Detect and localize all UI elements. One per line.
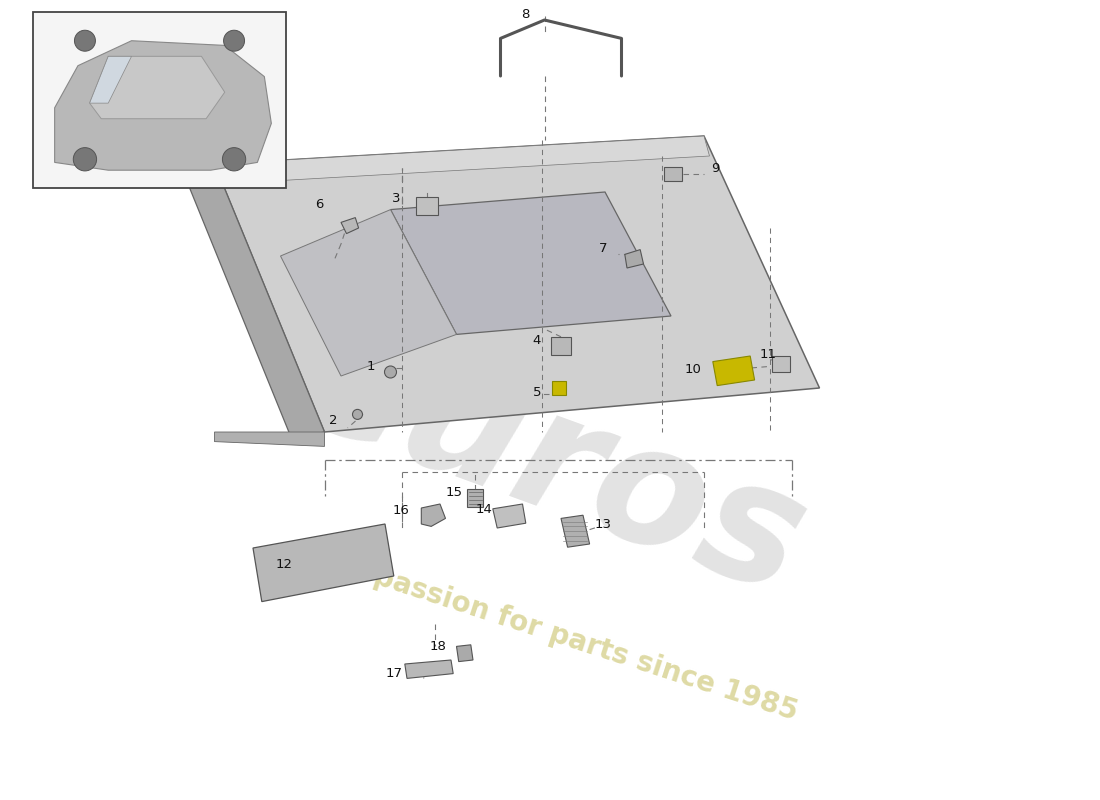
- Polygon shape: [405, 660, 453, 678]
- Text: 6: 6: [315, 198, 323, 210]
- Polygon shape: [182, 164, 324, 438]
- Polygon shape: [713, 356, 755, 386]
- Polygon shape: [214, 432, 324, 446]
- Polygon shape: [390, 192, 671, 334]
- Text: 16: 16: [393, 504, 410, 517]
- Polygon shape: [493, 504, 526, 528]
- Polygon shape: [551, 337, 571, 354]
- Text: 18: 18: [429, 640, 447, 653]
- Polygon shape: [253, 524, 394, 602]
- Text: 12: 12: [275, 558, 293, 570]
- Polygon shape: [664, 167, 682, 182]
- Polygon shape: [341, 218, 359, 234]
- Polygon shape: [280, 210, 456, 376]
- Polygon shape: [214, 136, 820, 432]
- Polygon shape: [772, 356, 790, 372]
- Circle shape: [352, 410, 363, 419]
- Text: 1: 1: [366, 360, 375, 373]
- Polygon shape: [625, 250, 644, 268]
- Text: 9: 9: [711, 162, 719, 174]
- Polygon shape: [561, 515, 590, 547]
- Polygon shape: [416, 198, 438, 215]
- Text: 11: 11: [759, 348, 777, 361]
- Circle shape: [385, 366, 396, 378]
- Polygon shape: [214, 136, 710, 184]
- Polygon shape: [89, 56, 224, 118]
- Text: 10: 10: [684, 363, 702, 376]
- Text: 14: 14: [475, 503, 493, 516]
- Polygon shape: [456, 645, 473, 662]
- Circle shape: [75, 30, 96, 51]
- Polygon shape: [55, 41, 272, 170]
- Circle shape: [74, 148, 97, 171]
- Circle shape: [223, 30, 244, 51]
- Text: euros: euros: [274, 298, 826, 630]
- Polygon shape: [89, 56, 132, 103]
- Polygon shape: [468, 489, 483, 506]
- Text: a passion for parts since 1985: a passion for parts since 1985: [343, 554, 801, 726]
- Text: 4: 4: [532, 334, 541, 346]
- Text: 8: 8: [521, 8, 530, 21]
- Text: 7: 7: [598, 242, 607, 254]
- Text: 13: 13: [594, 518, 612, 530]
- Text: 15: 15: [446, 486, 463, 498]
- Polygon shape: [552, 381, 565, 395]
- Bar: [33, 12, 286, 188]
- Text: 3: 3: [392, 192, 400, 205]
- Circle shape: [222, 148, 245, 171]
- Text: 17: 17: [385, 667, 403, 680]
- Text: 2: 2: [329, 414, 338, 426]
- Polygon shape: [421, 504, 446, 526]
- Text: 5: 5: [532, 386, 541, 398]
